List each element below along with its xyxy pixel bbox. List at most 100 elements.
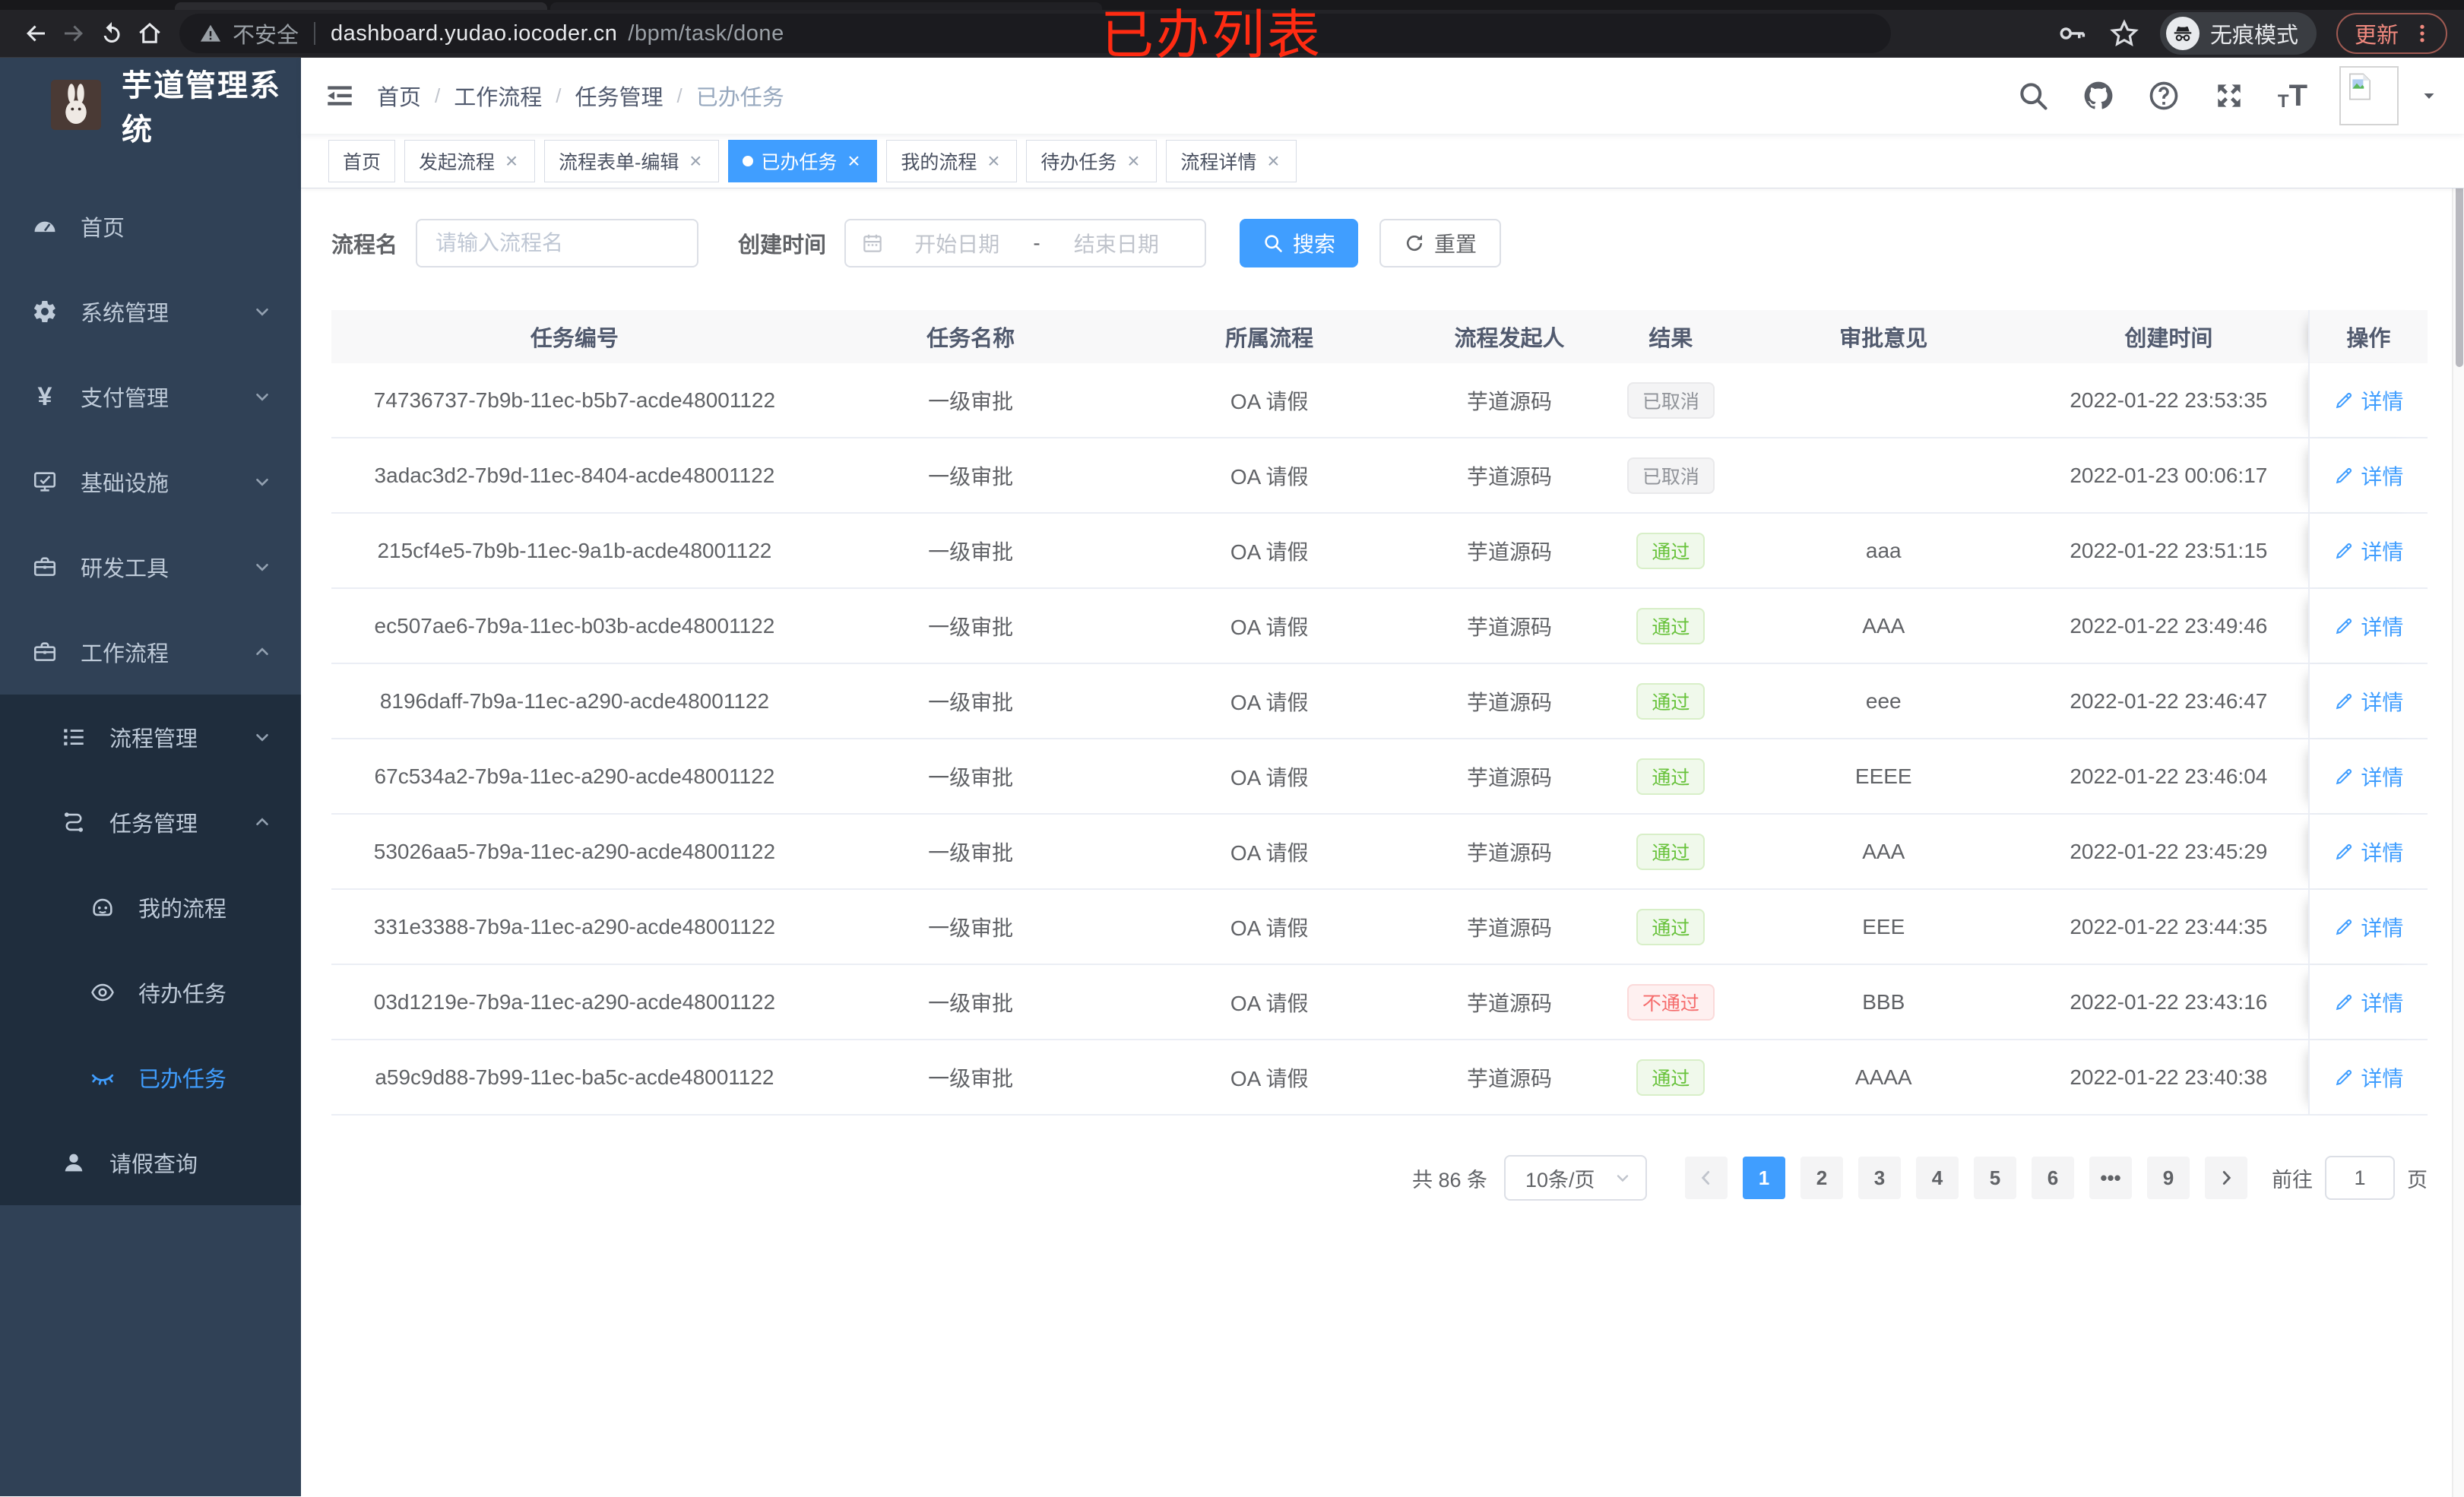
fullscreen-icon[interactable] [2212, 79, 2246, 112]
page-button-4[interactable]: 4 [1916, 1157, 1959, 1199]
tab-start-process[interactable]: 发起流程 [404, 139, 536, 182]
page-size-select[interactable]: 10条/页 [1504, 1155, 1647, 1201]
close-icon[interactable] [686, 152, 705, 170]
sidebar-item-home[interactable]: 首页 [0, 184, 301, 269]
status-badge: 不通过 [1626, 983, 1715, 1021]
prev-page-button[interactable] [1685, 1157, 1728, 1199]
breadcrumb-home[interactable]: 首页 [377, 86, 422, 110]
close-icon[interactable] [502, 152, 521, 170]
font-size-icon[interactable] [2278, 81, 2307, 111]
cell-create-time: 2022-01-22 23:45:29 [2070, 839, 2268, 863]
sidebar-item-done-tasks[interactable]: 已办任务 [0, 1035, 301, 1120]
pen-icon [2333, 390, 2355, 411]
detail-link[interactable]: 详情 [2333, 1062, 2403, 1093]
date-range-picker[interactable]: 开始日期 - 结束日期 [844, 219, 1207, 267]
cell-create-time: 2022-01-22 23:53:35 [2070, 388, 2268, 412]
help-icon[interactable] [2147, 79, 2181, 112]
broken-image-icon [2344, 71, 2376, 103]
col-task-name: 任务名称 [926, 327, 1015, 351]
tab-done-tasks[interactable]: 已办任务 [728, 139, 878, 182]
sidebar-item-workflow[interactable]: 工作流程 [0, 609, 301, 695]
browser-home-button[interactable] [131, 14, 169, 52]
page-button-6[interactable]: 6 [2032, 1157, 2074, 1199]
detail-link[interactable]: 详情 [2333, 460, 2403, 491]
page-button-3[interactable]: 3 [1858, 1157, 1901, 1199]
breadcrumb-workflow[interactable]: 工作流程 [454, 86, 543, 110]
detail-link[interactable]: 详情 [2333, 611, 2403, 641]
chevron-down-icon [252, 302, 272, 321]
browser-back-button[interactable] [17, 14, 55, 52]
status-badge: 通过 [1636, 758, 1705, 795]
reset-button[interactable]: 重置 [1379, 219, 1502, 267]
tab-home[interactable]: 首页 [328, 139, 396, 182]
avatar[interactable] [2339, 66, 2399, 125]
tags-view: 首页 发起流程 流程表单-编辑 已办任务 [301, 134, 2464, 188]
cell-task-name: 一级审批 [928, 690, 1014, 714]
sidebar-logo[interactable]: 芋道管理系统 [0, 58, 301, 152]
sidebar-item-leave-query[interactable]: 请假查询 [0, 1120, 301, 1205]
incognito-icon [2165, 17, 2200, 50]
page-button-5[interactable]: 5 [1974, 1157, 2016, 1199]
sidebar-item-system[interactable]: 系统管理 [0, 269, 301, 354]
detail-link[interactable]: 详情 [2333, 686, 2403, 717]
close-icon[interactable] [1124, 152, 1142, 170]
scrollbar-thumb[interactable] [2456, 86, 2463, 367]
tab-todo-tasks[interactable]: 待办任务 [1026, 139, 1158, 182]
browser-reload-button[interactable] [93, 14, 131, 52]
sidebar-item-todo-tasks[interactable]: 待办任务 [0, 950, 301, 1035]
next-page-button[interactable] [2205, 1157, 2247, 1199]
breadcrumb-task-mgmt[interactable]: 任务管理 [575, 86, 664, 110]
refresh-icon [1404, 233, 1425, 254]
detail-link[interactable]: 详情 [2333, 912, 2403, 942]
cell-initiator: 芋道源码 [1466, 464, 1552, 489]
close-icon[interactable] [1264, 152, 1282, 170]
bookmark-star-icon[interactable] [2108, 17, 2140, 49]
detail-link[interactable]: 详情 [2333, 837, 2403, 867]
browser-tab[interactable] [175, 2, 547, 10]
password-key-icon[interactable] [2057, 17, 2089, 49]
detail-link[interactable]: 详情 [2333, 536, 2403, 566]
goto-page: 前往 页 [2272, 1156, 2428, 1200]
detail-link[interactable]: 详情 [2333, 761, 2403, 792]
col-create-time: 创建时间 [2124, 327, 2213, 351]
sidebar-item-process-mgmt[interactable]: 流程管理 [0, 695, 301, 780]
browser-menu-icon[interactable] [2411, 22, 2434, 45]
close-icon[interactable] [984, 152, 1002, 170]
page-button-2[interactable]: 2 [1800, 1157, 1843, 1199]
app-title: 芋道管理系统 [122, 69, 281, 147]
search-button[interactable]: 搜索 [1240, 219, 1359, 267]
page-button-1[interactable]: 1 [1743, 1157, 1785, 1199]
avatar-caret-icon[interactable] [2420, 87, 2438, 105]
tab-form-edit[interactable]: 流程表单-编辑 [544, 139, 720, 182]
address-bar[interactable]: 不安全 dashboard.yudao.iocoder.cn/bpm/task/… [179, 14, 1891, 53]
browser-tab[interactable] [550, 2, 1102, 10]
detail-link[interactable]: 详情 [2333, 987, 2403, 1018]
tab-label: 流程详情 [1180, 151, 1257, 173]
range-separator: - [1033, 231, 1040, 255]
sidebar-item-label: 请假查询 [109, 1153, 198, 1177]
github-icon[interactable] [2082, 79, 2115, 112]
page-button-9[interactable]: 9 [2147, 1157, 2190, 1199]
search-icon[interactable] [2016, 79, 2050, 112]
tab-my-process[interactable]: 我的流程 [886, 139, 1018, 182]
sidebar-item-payment[interactable]: ¥ 支付管理 [0, 354, 301, 439]
sidebar-fold-icon[interactable] [324, 80, 356, 112]
browser-forward-button[interactable] [55, 14, 93, 52]
tab-label: 发起流程 [419, 151, 496, 173]
process-name-input[interactable] [416, 219, 699, 267]
cell-create-time: 2022-01-22 23:46:47 [2070, 688, 2268, 713]
goto-page-input[interactable] [2325, 1156, 2395, 1200]
page-scrollbar[interactable] [2452, 59, 2464, 1497]
close-icon[interactable] [844, 152, 863, 170]
tab-process-detail[interactable]: 流程详情 [1166, 139, 1297, 182]
sidebar-item-infrastructure[interactable]: 基础设施 [0, 439, 301, 524]
page-more-button[interactable]: ••• [2089, 1157, 2132, 1199]
sidebar-item-my-process[interactable]: 我的流程 [0, 865, 301, 950]
sidebar-item-devtools[interactable]: 研发工具 [0, 524, 301, 609]
browser-tab-strip [0, 0, 2464, 10]
detail-link[interactable]: 详情 [2333, 385, 2403, 416]
browser-update-button[interactable]: 更新 [2336, 13, 2447, 54]
chevron-down-icon [252, 387, 272, 407]
start-date-placeholder: 开始日期 [914, 233, 1000, 256]
sidebar-item-task-mgmt[interactable]: 任务管理 [0, 780, 301, 865]
